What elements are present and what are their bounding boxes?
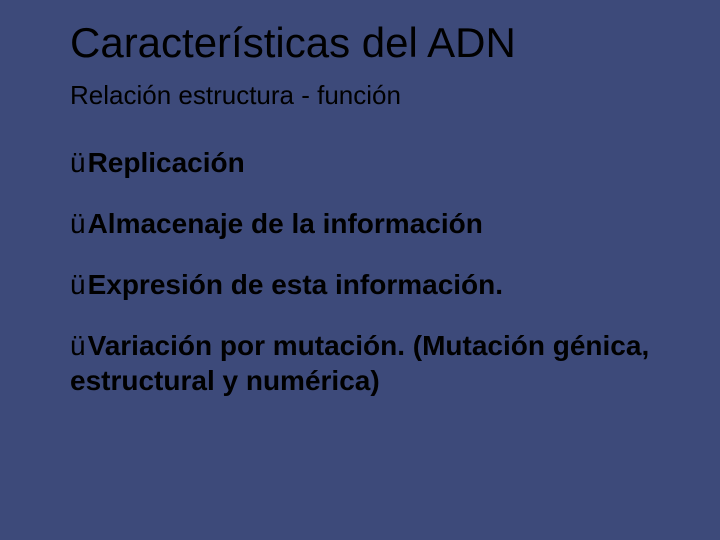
bullet-text: Expresión de esta información.: [88, 269, 503, 300]
slide-title: Características del ADN: [70, 20, 660, 66]
slide: Características del ADN Relación estruct…: [0, 0, 720, 540]
bullet-text: Variación por mutación. (Mutación génica…: [70, 330, 649, 396]
bullet-list: üReplicación üAlmacenaje de la informaci…: [70, 145, 660, 398]
check-icon: ü: [70, 269, 86, 300]
check-icon: ü: [70, 330, 86, 361]
bullet-text: Replicación: [88, 147, 245, 178]
slide-subtitle: Relación estructura - función: [70, 80, 660, 111]
check-icon: ü: [70, 147, 86, 178]
list-item: üAlmacenaje de la información: [70, 206, 660, 241]
list-item: üExpresión de esta información.: [70, 267, 660, 302]
list-item: üVariación por mutación. (Mutación génic…: [70, 328, 660, 398]
bullet-text: Almacenaje de la información: [88, 208, 483, 239]
check-icon: ü: [70, 208, 86, 239]
list-item: üReplicación: [70, 145, 660, 180]
